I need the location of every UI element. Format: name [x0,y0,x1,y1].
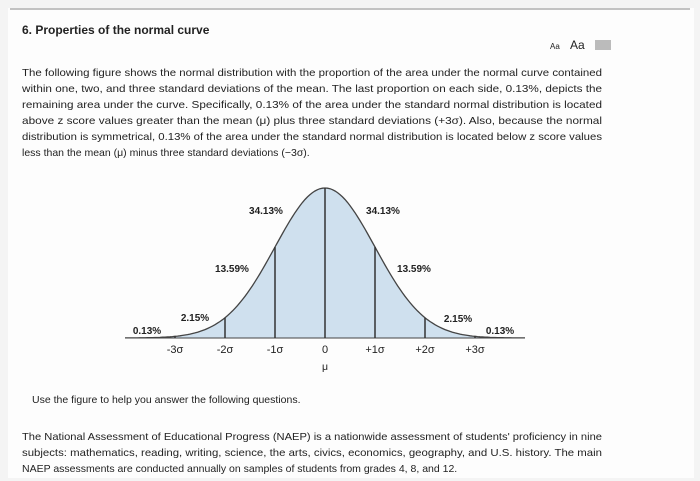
passage-line: subjects: mathematics, reading, writing,… [22,447,602,459]
mean-label: μ [322,361,328,373]
axis-label: -3σ [167,344,184,356]
passage-line: NAEP assessments are conducted annually … [22,463,457,475]
prompt: Use the figure to help you answer the fo… [32,394,301,406]
intro-line: distribution is symmetrical, 0.13% of th… [22,131,602,143]
area-label: 34.13% [249,206,283,217]
axis-label: 0 [322,344,328,356]
area-label: 34.13% [366,206,400,217]
font-larger[interactable]: Aa [570,38,585,52]
axis-label: -1σ [267,344,284,356]
intro-line: remaining area under the curve. Specific… [22,99,602,111]
font-smaller[interactable]: Aa [550,42,560,51]
passage-line: The National Assessment of Educational P… [22,431,602,443]
area-label: 2.15% [444,314,472,325]
axis-label: +2σ [415,344,435,356]
axis-label: +3σ [465,344,485,356]
intro-line: The following figure shows the normal di… [22,67,602,79]
intro-line: within one, two, and three standard devi… [21,83,602,95]
print-icon[interactable] [595,40,611,50]
figure: -3σ -2σ -1σ 0 +1σ +2σ +3σ μ 0.13% 2.15% 13.59% 34.1… [125,187,525,373]
area-label: 0.13% [486,326,514,337]
area-label: 13.59% [397,264,431,275]
section-title: 6. Properties of the normal curve [22,23,210,37]
intro-line: less than the mean (μ) minus three stand… [22,147,310,159]
area-label: 2.15% [181,313,209,324]
intro-line: above z score values greater than the me… [22,115,602,127]
axis-label: +1σ [365,344,385,356]
area-label: 13.59% [215,264,249,275]
area-label: 0.13% [133,326,161,337]
axis-label: -2σ [217,344,234,356]
